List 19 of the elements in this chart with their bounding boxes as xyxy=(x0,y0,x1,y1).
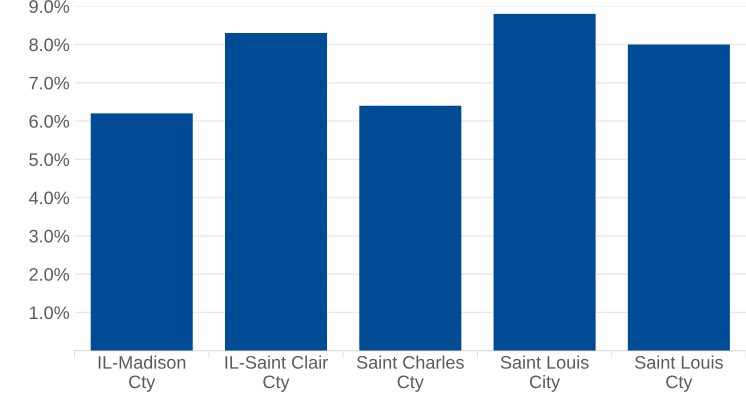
y-tick-label: 4.0% xyxy=(29,192,70,204)
y-tick-label: 6.0% xyxy=(30,114,70,128)
bar xyxy=(90,113,193,351)
y-tick-label: 2.0% xyxy=(29,268,70,281)
x-tick-label: IL-Madison Cty xyxy=(98,356,186,392)
bar xyxy=(628,44,730,351)
y-tick-label: 7.0% xyxy=(30,76,70,90)
y-tick-label: 5.0% xyxy=(29,153,70,166)
x-tick-label: IL-Saint Clair Cty xyxy=(226,356,328,392)
x-tick-label: Saint Louis City xyxy=(500,356,589,392)
bar xyxy=(224,33,328,351)
y-tick-label: 8.0% xyxy=(29,38,70,52)
bar xyxy=(494,14,596,351)
y-tick-label: 3.0% xyxy=(29,230,70,243)
bar xyxy=(359,106,462,351)
x-tick-label: Saint Charles Cty xyxy=(356,356,464,392)
y-tick-label: 9.0% xyxy=(29,0,70,13)
y-tick-label: 1.0% xyxy=(30,306,70,320)
x-tick-label: Saint Louis Cty xyxy=(635,356,723,392)
